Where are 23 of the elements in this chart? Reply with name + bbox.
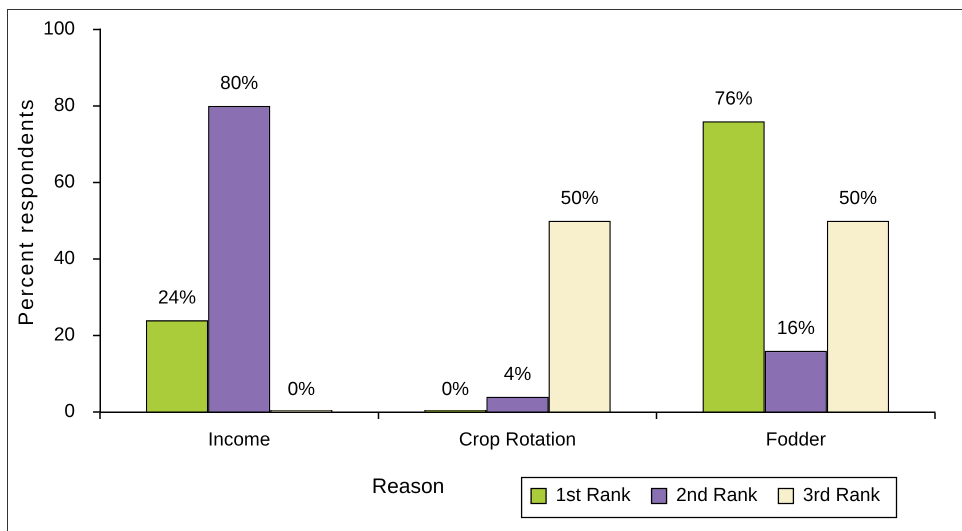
data-label: 16% — [776, 318, 815, 340]
legend-label: 1st Rank — [556, 485, 632, 506]
data-label: 50% — [838, 188, 878, 209]
y-tick-label: 80 — [54, 95, 75, 116]
data-label: 0% — [288, 379, 316, 400]
x-tick-label: Income — [208, 430, 270, 451]
x-axis-title: Reason — [372, 474, 444, 498]
legend-label: 3rd Rank — [802, 485, 880, 506]
y-tick-label: 0 — [64, 401, 75, 422]
data-label: 24% — [158, 287, 196, 308]
y-tick-label: 20 — [54, 324, 75, 346]
data-label: 76% — [714, 88, 753, 110]
y-tick-label: 100 — [43, 18, 75, 40]
data-label: 0% — [442, 379, 470, 400]
y-tick-label: 60 — [54, 172, 75, 193]
x-tick-label: Fodder — [766, 430, 827, 451]
legend-label: 2nd Rank — [676, 485, 758, 506]
data-label: 4% — [504, 364, 532, 385]
y-axis-title: Percent respondents — [14, 98, 38, 326]
y-tick-label: 40 — [54, 248, 75, 270]
data-label: 50% — [560, 188, 599, 209]
x-tick-label: Crop Rotation — [458, 430, 576, 451]
data-label: 80% — [220, 73, 258, 94]
